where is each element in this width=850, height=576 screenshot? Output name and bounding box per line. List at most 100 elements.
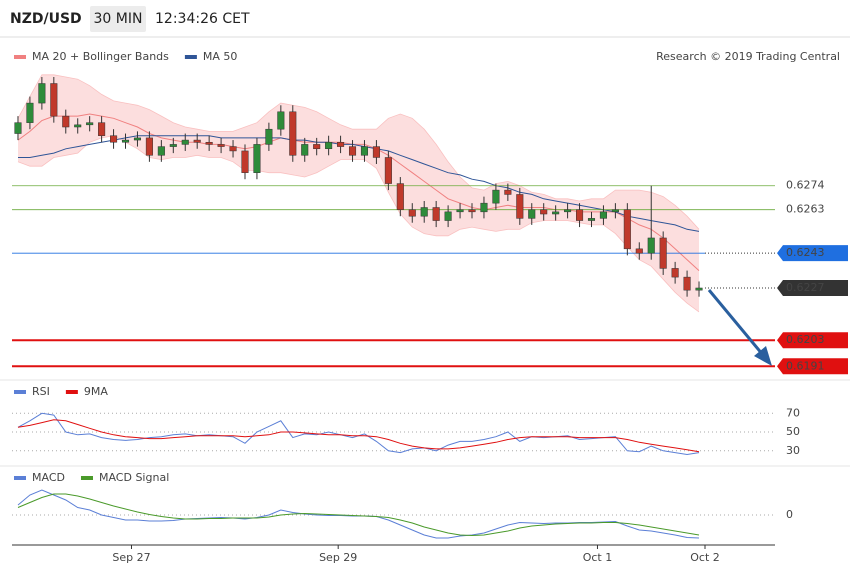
candle-body (564, 209, 572, 213)
candle-body (384, 157, 392, 184)
legend-label: MA 50 (203, 50, 238, 63)
legend-label: MACD Signal (99, 471, 169, 484)
candle-body (133, 137, 141, 141)
level-badge (777, 245, 848, 262)
candle-body (420, 207, 428, 217)
ma-line (18, 135, 700, 232)
legend-label: MACD (32, 471, 65, 484)
candle-body (265, 128, 273, 145)
level-badge (777, 332, 848, 349)
interval: 30 MIN (94, 11, 143, 27)
candle-body (110, 135, 118, 143)
ma-line (17, 113, 700, 271)
level-badge (777, 358, 848, 375)
candle-body (193, 139, 201, 143)
candle-body (635, 248, 643, 254)
y-tick-label: 50 (786, 425, 800, 438)
candle-body (623, 209, 631, 250)
legend-label: RSI (32, 385, 50, 398)
candle-body (480, 202, 488, 213)
level-label: 0.6263 (786, 203, 825, 216)
candle-body (432, 207, 440, 221)
candle-body (647, 237, 655, 254)
candle-body (528, 209, 536, 219)
level-label: 0.6274 (786, 179, 825, 192)
candle-body (62, 115, 70, 128)
level-badge (777, 279, 848, 296)
candle-body (98, 122, 106, 136)
candle-body (683, 276, 691, 291)
candle-body (444, 211, 452, 221)
candle-body (337, 141, 345, 147)
x-tick-label: Sep 27 (112, 551, 150, 564)
candle-body (468, 209, 476, 213)
candle-body (576, 209, 584, 221)
candle-body (492, 189, 500, 204)
legend-swatch (80, 476, 93, 480)
legend-swatch (14, 476, 26, 480)
candle-body (157, 146, 165, 156)
forecast-arrow (707, 289, 772, 366)
arrow-shaft (707, 289, 765, 356)
candle-body (456, 209, 464, 213)
candle-body (372, 146, 380, 158)
candle-body (325, 141, 333, 150)
candle-body (659, 237, 667, 269)
legend-label: 9MA (84, 385, 108, 398)
candle-body (217, 144, 225, 147)
interval-box (90, 6, 146, 32)
x-tick-label: Oct 2 (690, 551, 720, 564)
legend-swatch (14, 390, 26, 394)
candle-body (50, 83, 58, 117)
candle-body (360, 146, 369, 156)
candle-body (552, 211, 560, 215)
y-tick-label: 70 (786, 406, 800, 419)
candle-body (169, 144, 177, 147)
y-tick-label: 30 (786, 444, 800, 457)
legend-swatch (65, 390, 78, 394)
candle-body (348, 146, 357, 156)
candle-body (599, 211, 607, 219)
candle-body (277, 111, 285, 130)
candle-body (504, 189, 512, 195)
candle-body (253, 144, 261, 173)
candle-body (540, 209, 548, 215)
indicator-line (17, 419, 700, 453)
legend-swatch (184, 55, 197, 59)
candle-body (181, 139, 189, 145)
candle-body (611, 209, 619, 213)
candle-body (241, 150, 249, 173)
y-tick-label: 0 (786, 508, 793, 521)
candle-body (587, 218, 596, 221)
candle-body (121, 139, 130, 143)
pair: NZD/USD (10, 11, 82, 27)
bollinger-band (18, 74, 699, 312)
indicator-line (17, 493, 700, 537)
level-label: 0.6203 (786, 333, 825, 346)
candle-body (301, 144, 309, 156)
candle-body (14, 122, 22, 134)
legend-label: MA 20 + Bollinger Bands (32, 50, 169, 63)
credit: Research © 2019 Trading Central (656, 50, 840, 63)
level-label: 0.6243 (786, 246, 825, 259)
x-tick-label: Oct 1 (583, 551, 613, 564)
candle-body (408, 209, 416, 217)
candle-body (695, 287, 703, 291)
candle-body (671, 268, 679, 278)
candle-body (26, 102, 34, 123)
level-label: 0.6227 (786, 281, 825, 294)
x-tick-label: Sep 29 (319, 551, 357, 564)
candle-body (145, 137, 153, 156)
candle-body (313, 144, 321, 150)
candle-body (229, 146, 237, 152)
arrow-head (754, 346, 772, 366)
candle-body (205, 141, 213, 145)
candle-body (289, 111, 297, 156)
time: 12:34:26 CET (155, 11, 250, 27)
legend-swatch (14, 55, 26, 59)
candle-body (396, 183, 404, 210)
candle-body (516, 194, 524, 219)
bollinger-upper (17, 74, 700, 230)
